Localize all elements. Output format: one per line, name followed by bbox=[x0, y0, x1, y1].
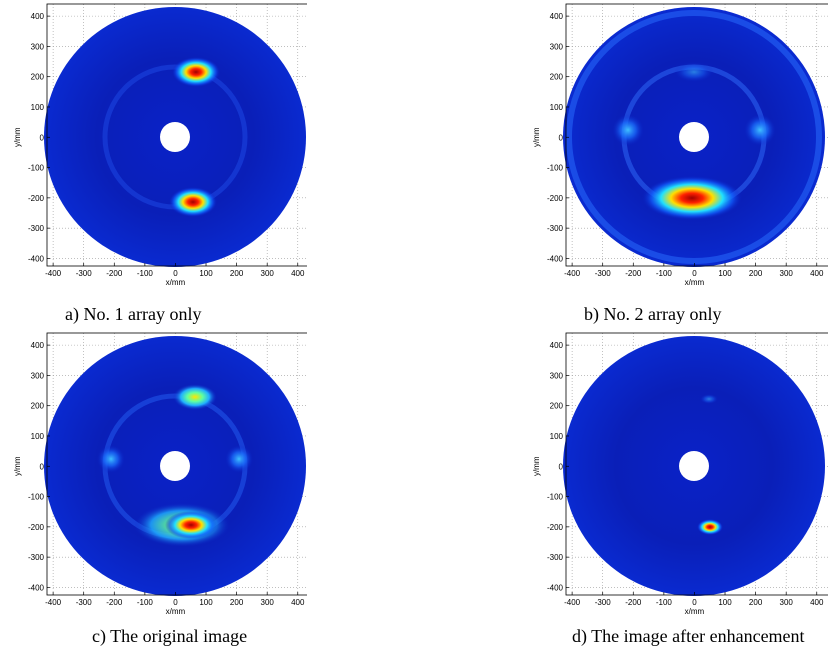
x-axis-label: x/mm bbox=[166, 607, 186, 616]
x-tick-label: -400 bbox=[564, 269, 581, 278]
panel: -400 -300 -200 -100 0 100 200 300 400 -400 -300 -20… bbox=[532, 332, 828, 616]
heatmap-image bbox=[563, 336, 825, 596]
x-tick-label: 400 bbox=[291, 598, 305, 607]
y-tick-label: 0 bbox=[40, 462, 45, 471]
y-tick-label: 100 bbox=[550, 103, 564, 112]
x-axis-label: x/mm bbox=[166, 278, 186, 287]
x-tick-label: -100 bbox=[137, 269, 154, 278]
heatmap-image bbox=[44, 7, 306, 267]
y-tick-label: 200 bbox=[31, 73, 45, 82]
x-tick-label: 300 bbox=[780, 269, 794, 278]
x-tick-label: 300 bbox=[261, 598, 275, 607]
x-tick-label: 0 bbox=[692, 269, 697, 278]
x-tick-label: -200 bbox=[625, 598, 642, 607]
y-axis-label: y/mm bbox=[13, 456, 22, 476]
x-tick-label: -200 bbox=[106, 598, 123, 607]
y-tick-label: -300 bbox=[547, 553, 564, 562]
x-tick-label: 400 bbox=[810, 269, 824, 278]
heatmap-image bbox=[563, 7, 825, 267]
caption: c) The original image bbox=[92, 626, 248, 646]
x-tick-label: 100 bbox=[199, 598, 213, 607]
y-tick-label: 0 bbox=[559, 133, 564, 142]
x-tick-label: 400 bbox=[810, 598, 824, 607]
y-tick-label: 200 bbox=[550, 402, 564, 411]
y-tick-label: -200 bbox=[28, 194, 45, 203]
y-tick-label: 100 bbox=[31, 103, 45, 112]
y-tick-label: 400 bbox=[31, 341, 45, 350]
y-tick-label: -100 bbox=[547, 164, 564, 173]
y-tick-label: -400 bbox=[547, 254, 564, 263]
x-tick-label: 100 bbox=[718, 269, 732, 278]
x-tick-label: 200 bbox=[749, 598, 763, 607]
x-tick-label: 0 bbox=[173, 598, 178, 607]
x-tick-label: -300 bbox=[595, 269, 612, 278]
y-tick-label: -400 bbox=[28, 254, 45, 263]
y-tick-label: -400 bbox=[28, 583, 45, 592]
x-tick-label: -400 bbox=[564, 598, 581, 607]
y-tick-label: 300 bbox=[31, 42, 45, 51]
panel: -400 -300 -200 -100 0 100 200 300 400 -400 -300 -20… bbox=[13, 332, 307, 616]
y-tick-label: -300 bbox=[547, 224, 564, 233]
x-tick-label: -300 bbox=[76, 598, 93, 607]
y-tick-label: -100 bbox=[547, 493, 564, 502]
y-tick-label: 200 bbox=[550, 73, 564, 82]
x-tick-label: -100 bbox=[137, 598, 154, 607]
x-tick-label: 0 bbox=[173, 269, 178, 278]
y-tick-label: -200 bbox=[28, 523, 45, 532]
panel: -400 -300 -200 -100 0 100 200 300 400 -400 -300 -20… bbox=[532, 3, 828, 287]
x-axis-label: x/mm bbox=[685, 278, 705, 287]
y-axis-label: y/mm bbox=[13, 127, 22, 147]
y-axis-label: y/mm bbox=[532, 127, 541, 147]
x-tick-label: 200 bbox=[230, 598, 244, 607]
y-tick-label: 200 bbox=[31, 402, 45, 411]
y-tick-label: -100 bbox=[28, 164, 45, 173]
y-tick-label: -200 bbox=[547, 194, 564, 203]
axes-frame bbox=[565, 332, 828, 596]
x-tick-label: -400 bbox=[45, 269, 62, 278]
caption: d) The image after enhancement bbox=[572, 626, 805, 646]
heatmap-image bbox=[44, 336, 306, 596]
caption: a) No. 1 array only bbox=[65, 304, 202, 324]
x-tick-label: -200 bbox=[625, 269, 642, 278]
x-tick-label: -200 bbox=[106, 269, 123, 278]
axes-frame bbox=[46, 332, 307, 596]
caption: b) No. 2 array only bbox=[584, 304, 722, 324]
x-tick-label: 300 bbox=[780, 598, 794, 607]
y-axis-label: y/mm bbox=[532, 456, 541, 476]
x-tick-label: -300 bbox=[76, 269, 93, 278]
axes-frame bbox=[46, 3, 307, 267]
x-tick-label: 200 bbox=[749, 269, 763, 278]
x-tick-label: -100 bbox=[656, 269, 673, 278]
y-tick-label: -400 bbox=[547, 583, 564, 592]
x-tick-label: 0 bbox=[692, 598, 697, 607]
y-tick-label: 0 bbox=[559, 462, 564, 471]
x-axis-label: x/mm bbox=[685, 607, 705, 616]
panel: -400 -300 -200 -100 0 100 200 300 400 -400 -300 -20… bbox=[13, 3, 307, 287]
axes-frame bbox=[565, 3, 828, 267]
y-tick-label: 300 bbox=[550, 371, 564, 380]
y-tick-label: -200 bbox=[547, 523, 564, 532]
x-tick-label: 200 bbox=[230, 269, 244, 278]
y-tick-label: 400 bbox=[550, 12, 564, 21]
x-tick-label: 100 bbox=[199, 269, 213, 278]
y-tick-label: -300 bbox=[28, 224, 45, 233]
x-tick-label: -400 bbox=[45, 598, 62, 607]
y-tick-label: 400 bbox=[550, 341, 564, 350]
y-tick-label: 100 bbox=[31, 432, 45, 441]
x-tick-label: 300 bbox=[261, 269, 275, 278]
y-tick-label: 400 bbox=[31, 12, 45, 21]
x-tick-label: 400 bbox=[291, 269, 305, 278]
y-tick-label: 300 bbox=[31, 371, 45, 380]
y-tick-label: 100 bbox=[550, 432, 564, 441]
x-tick-label: -100 bbox=[656, 598, 673, 607]
y-tick-label: 0 bbox=[40, 133, 45, 142]
y-tick-label: 300 bbox=[550, 42, 564, 51]
x-tick-label: -300 bbox=[595, 598, 612, 607]
x-tick-label: 100 bbox=[718, 598, 732, 607]
y-tick-label: -300 bbox=[28, 553, 45, 562]
y-tick-label: -100 bbox=[28, 493, 45, 502]
